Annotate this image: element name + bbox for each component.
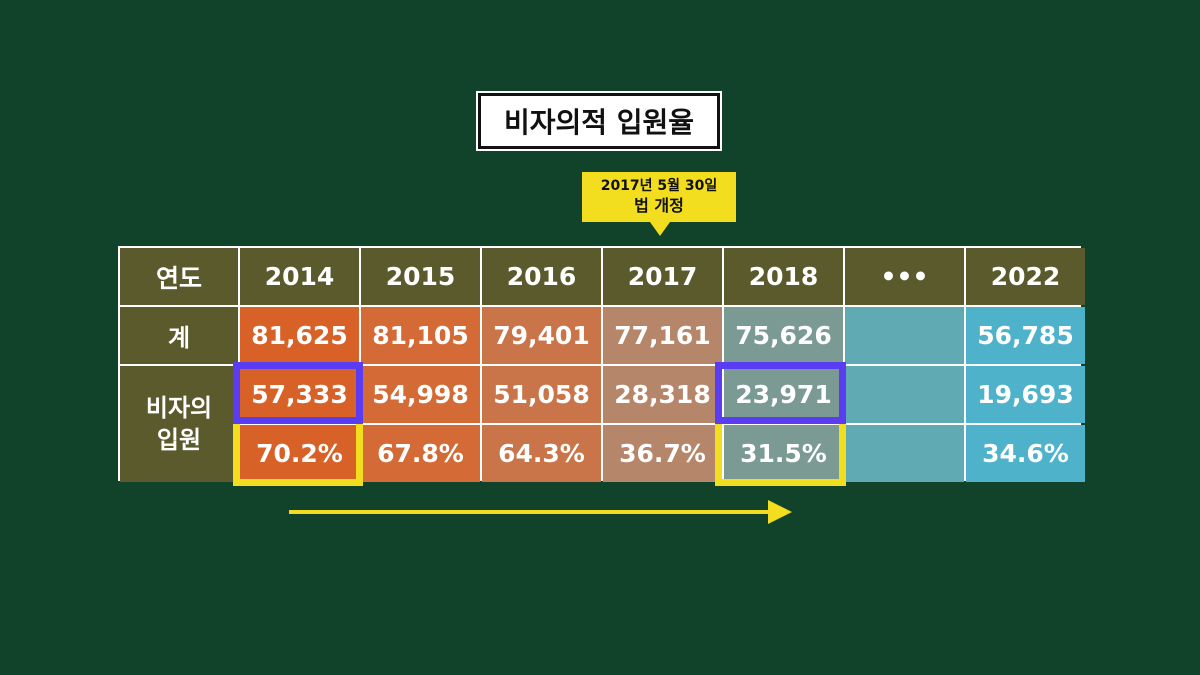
table-cell: 54,998 — [361, 366, 480, 423]
table-cell: 77,161 — [603, 307, 722, 364]
callout-text: 법 개정 — [634, 195, 684, 215]
table-cell: 57,333 — [240, 366, 359, 423]
row-label-total: 계 — [120, 307, 238, 364]
table-cell: 23,971 — [724, 366, 843, 423]
data-table: 연도 2014 2015 2016 2017 2018 ••• 2022 계 8… — [118, 246, 1085, 482]
table-cell: 36.7% — [603, 425, 722, 482]
table-cell: 28,318 — [603, 366, 722, 423]
table-cell: 56,785 — [966, 307, 1085, 364]
column-header: 2016 — [482, 248, 601, 305]
row-label-involuntary: 비자의 입원 — [120, 366, 238, 482]
column-header: 2018 — [724, 248, 843, 305]
chart-title: 비자의적 입원율 — [478, 93, 720, 149]
table-cell — [845, 425, 964, 482]
callout-date: 2017년 5월 30일 — [600, 178, 718, 195]
trend-arrow-head — [768, 500, 792, 524]
row-label-line2: 입원 — [156, 426, 202, 454]
table-cell: 34.6% — [966, 425, 1085, 482]
highlight-2018-rate — [715, 424, 846, 486]
column-header: 2017 — [603, 248, 722, 305]
column-header: 2014 — [240, 248, 359, 305]
table-cell: 81,105 — [361, 307, 480, 364]
law-revision-callout: 2017년 5월 30일 법 개정 — [582, 172, 736, 236]
table-cell: 51,058 — [482, 366, 601, 423]
column-header-ellipsis: ••• — [845, 248, 964, 305]
table-cell: 79,401 — [482, 307, 601, 364]
table-cell: 31.5% — [724, 425, 843, 482]
column-header: 2015 — [361, 248, 480, 305]
table-cell — [845, 307, 964, 364]
table-cell — [845, 366, 964, 423]
column-header: 2022 — [966, 248, 1085, 305]
table-cell: 75,626 — [724, 307, 843, 364]
header-year-label: 연도 — [120, 248, 238, 305]
table-cell: 64.3% — [482, 425, 601, 482]
highlight-2014-count — [233, 362, 363, 424]
table-cell: 70.2% — [240, 425, 359, 482]
row-label-line1: 비자의 — [145, 393, 213, 422]
highlight-2018-count — [715, 362, 846, 424]
table-cell: 67.8% — [361, 425, 480, 482]
table-cell: 19,693 — [966, 366, 1085, 423]
table-cell: 81,625 — [240, 307, 359, 364]
highlight-2014-rate — [233, 424, 363, 486]
